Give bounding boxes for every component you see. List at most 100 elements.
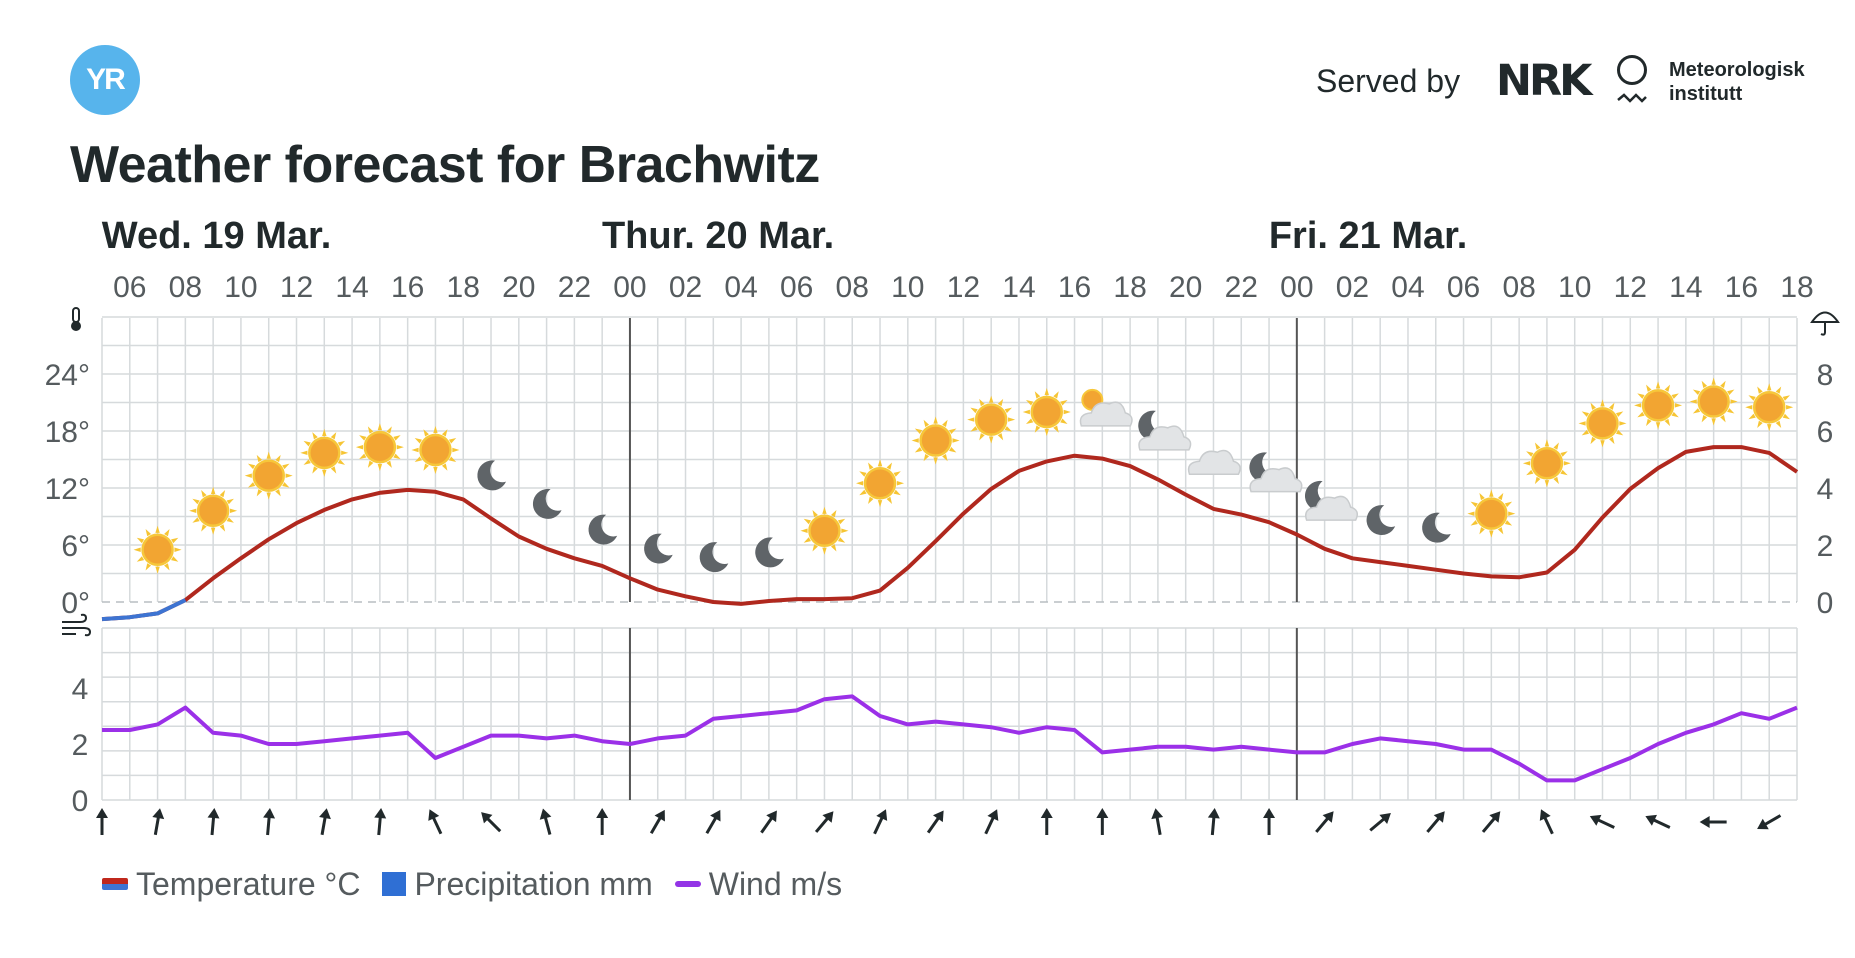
wind-arrow-head [1757,818,1769,830]
sun-icon [856,459,905,508]
met-logo-line2: institutt [1669,83,1743,105]
sun-ray [164,528,170,537]
wind-arrow-icon [1757,814,1782,830]
legend-item-wind[interactable]: Wind m/s [674,866,842,903]
sun-ray [1727,389,1735,396]
sun-rays [967,395,1016,444]
sun-rays [411,426,460,474]
sun-ray [949,447,957,453]
sun-ray [1600,440,1605,448]
sun-ray [192,498,200,505]
sun-ray [830,544,837,552]
sun-ray [911,438,919,443]
yr-logo[interactable]: YR [70,45,140,115]
sun-ray [1534,476,1541,485]
sun-ray [386,460,392,468]
sun-ray [979,433,985,441]
thermometer-tube [72,307,80,323]
chart-grid [101,316,1798,801]
sun-ray [1479,492,1485,501]
sun-ray [266,451,271,459]
hour-tick-label: 18 [447,271,480,304]
cloud-shape [1249,467,1303,493]
sun-ray [1711,377,1716,385]
nrk-logo[interactable]: NRK [1496,56,1592,106]
sun-ray [174,547,182,552]
hour-tick-label: 08 [1502,271,1535,304]
met-logo-line1: Meteorologisk [1669,59,1805,81]
sun-ray [393,453,401,460]
met-logo[interactable]: Meteorologisk institutt [1669,58,1805,106]
hour-tick-label: 02 [1336,271,1369,304]
sun-ray [988,436,994,444]
sun-ray [226,498,234,505]
sun-disc [1475,497,1508,530]
sun-ray [201,524,207,532]
sun-ray [1560,451,1568,457]
wind-arrow-head [152,808,165,820]
umbrella-icon [1810,311,1840,336]
sun-ray [1044,428,1049,436]
sun-ray [1748,413,1756,420]
sun-ray [275,489,281,497]
sun-disc [1752,391,1786,424]
sun-ray [1615,429,1624,436]
sun-rays [244,451,293,500]
partly-cloudy-night-icon [1249,452,1303,493]
sun-icon [300,428,349,477]
wind-axis-label: 0 [72,785,89,818]
sun-ray [830,509,837,518]
moon-shape [1422,512,1451,543]
sun-ray [1053,391,1059,399]
sun-ray [145,563,152,571]
wind-arrow-icon [760,810,777,834]
sun-ray [244,473,252,478]
sun-ray [414,438,422,444]
sun-ray [949,428,957,434]
wind-arrow-head [1322,811,1334,823]
sun-ray [1757,386,1763,394]
precipitation-axis-label: 0 [1817,587,1834,620]
wind-arrow-icon [481,812,502,833]
sun-ray [330,432,337,440]
temperature-axis-label: 12° [45,473,90,506]
sun-ray [1619,421,1627,426]
legend-item-temperature[interactable]: Temperature °C [102,866,360,903]
wind-arrow-icon [1426,811,1445,833]
sun-ray [171,556,179,562]
sun-rays [1745,383,1794,432]
sun-ray [1609,436,1615,445]
sun-ray [868,496,874,505]
sun-ray [1553,476,1559,485]
sun-ray [337,440,346,447]
wind-arrow-icon [1369,813,1391,832]
sun-ray [1748,395,1756,401]
sun-icon [1745,383,1794,432]
sun-ray [822,506,827,514]
chart-legend: Temperature °C Precipitation mm Wind m/s [102,864,864,904]
wind-arrow-head [1489,811,1501,823]
sun-ray [171,537,179,544]
sun-icon [800,506,849,555]
sun-disc [863,467,897,500]
moon-icon [755,537,784,568]
sun-ray [914,447,923,453]
temperature-axis-label: 24° [45,359,90,392]
sun-ray [1544,439,1550,447]
sun-ray [367,426,374,434]
sun-ray [247,482,256,488]
sun-ray [837,537,846,543]
cloud-icon [1187,449,1241,475]
sun-ray [1745,405,1753,410]
wind-arrow-head [596,808,609,818]
sun-ray [997,398,1004,407]
wind-arrow-icon [319,808,331,836]
wind-arrow-head [654,809,665,822]
sun-ray [1522,461,1531,466]
hour-tick-label: 10 [1558,271,1591,304]
sun-ray [979,398,985,407]
sun-ray [1786,405,1794,410]
wind-swatch [674,881,701,887]
legend-item-precipitation[interactable]: Precipitation mm [382,866,653,903]
